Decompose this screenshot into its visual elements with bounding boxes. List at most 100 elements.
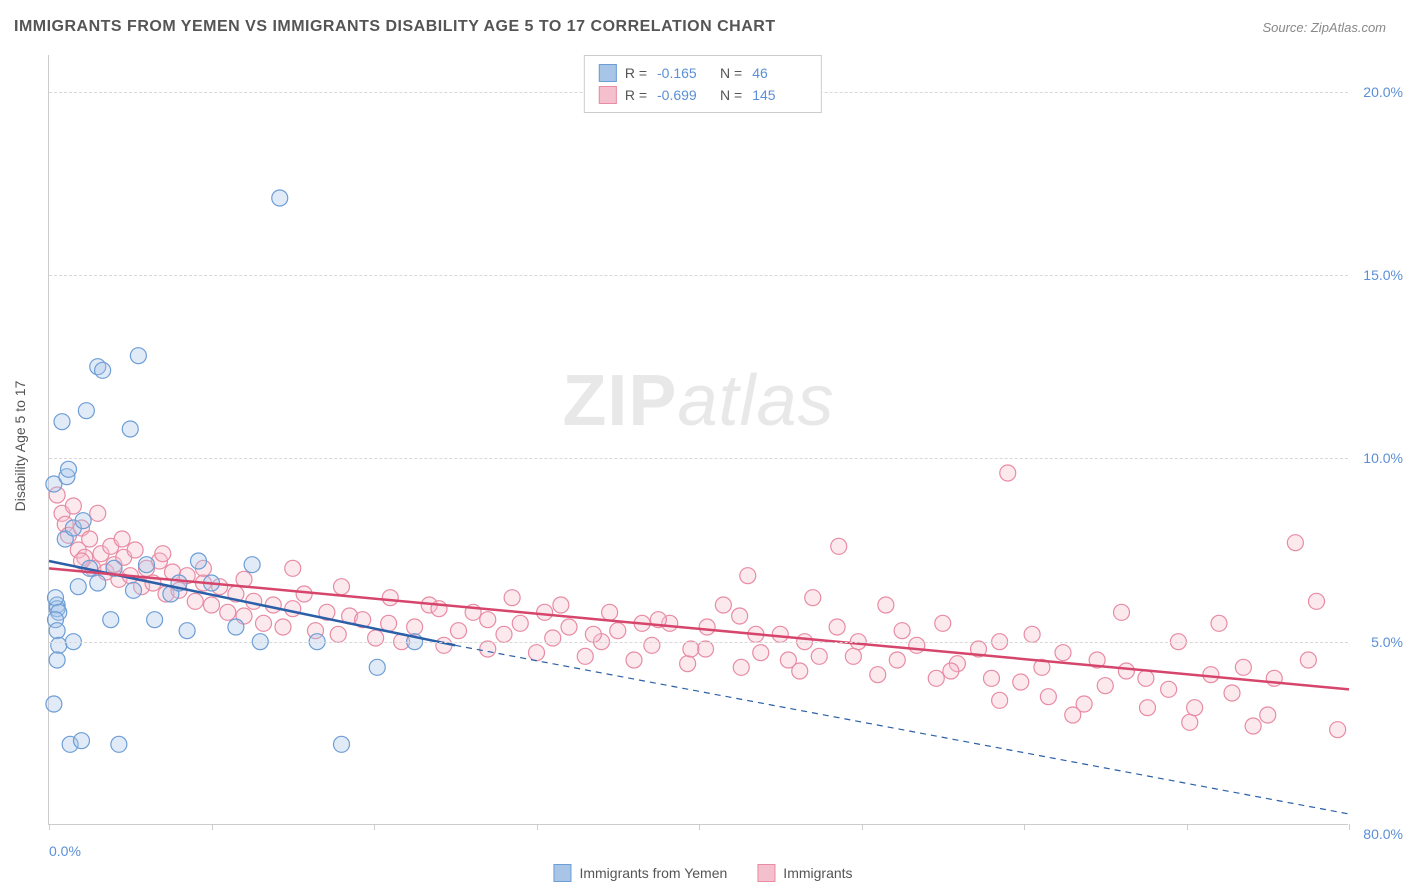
x-tick (862, 824, 863, 830)
scatter-point (610, 623, 626, 639)
scatter-point (187, 593, 203, 609)
scatter-point (179, 623, 195, 639)
scatter-point (48, 590, 64, 606)
scatter-point (275, 619, 291, 635)
scatter-point (715, 597, 731, 613)
scatter-point (480, 612, 496, 628)
scatter-point (545, 630, 561, 646)
r-label: R = (625, 65, 647, 81)
series2-swatch-icon (599, 86, 617, 104)
scatter-point (1140, 700, 1156, 716)
series1-n-value: 46 (752, 65, 807, 81)
scatter-point (943, 663, 959, 679)
scatter-point (1300, 652, 1316, 668)
scatter-point (70, 579, 86, 595)
scatter-point (147, 612, 163, 628)
legend-item-series1: Immigrants from Yemen (553, 864, 727, 882)
scatter-point (78, 403, 94, 419)
scatter-point (512, 615, 528, 631)
scatter-point (831, 538, 847, 554)
x-tick-label: 80.0% (1363, 826, 1403, 842)
scatter-point (1118, 663, 1134, 679)
scatter-point (602, 604, 618, 620)
scatter-point (1211, 615, 1227, 631)
y-axis-label: Disability Age 5 to 17 (12, 381, 28, 512)
scatter-point (585, 626, 601, 642)
scatter-point (1182, 714, 1198, 730)
scatter-point (1161, 681, 1177, 697)
n-label: N = (720, 87, 742, 103)
scatter-point (699, 619, 715, 635)
scatter-point (407, 619, 423, 635)
scatter-point (451, 623, 467, 639)
grid-line (49, 458, 1348, 459)
scatter-point (220, 604, 236, 620)
scatter-point (61, 461, 77, 477)
scatter-point (772, 626, 788, 642)
scatter-point (49, 623, 65, 639)
scatter-point (244, 557, 260, 573)
scatter-point (111, 736, 127, 752)
scatter-point (130, 348, 146, 364)
y-tick-label: 15.0% (1363, 267, 1403, 283)
scatter-point (698, 641, 714, 657)
scatter-point (845, 648, 861, 664)
x-tick (537, 824, 538, 830)
scatter-point (90, 505, 106, 521)
scatter-point (870, 667, 886, 683)
chart-title: IMMIGRANTS FROM YEMEN VS IMMIGRANTS DISA… (14, 18, 776, 36)
scatter-point (1097, 678, 1113, 694)
series2-r-value: -0.699 (657, 87, 712, 103)
scatter-plot-svg (49, 55, 1348, 824)
y-tick-label: 5.0% (1371, 634, 1403, 650)
scatter-point (1287, 535, 1303, 551)
scatter-point (1330, 722, 1346, 738)
n-label: N = (720, 65, 742, 81)
scatter-point (496, 626, 512, 642)
scatter-point (296, 586, 312, 602)
scatter-point (228, 619, 244, 635)
scatter-point (1040, 689, 1056, 705)
scatter-point (381, 615, 397, 631)
scatter-point (740, 568, 756, 584)
scatter-point (504, 590, 520, 606)
r-label: R = (625, 87, 647, 103)
scatter-point (330, 626, 346, 642)
scatter-point (51, 637, 67, 653)
scatter-point (1055, 645, 1071, 661)
scatter-point (1203, 667, 1219, 683)
scatter-point (334, 579, 350, 595)
scatter-point (984, 670, 1000, 686)
x-tick (699, 824, 700, 830)
scatter-point (75, 513, 91, 529)
x-tick (1349, 824, 1350, 830)
scatter-point (114, 531, 130, 547)
scatter-point (894, 623, 910, 639)
grid-line (49, 275, 1348, 276)
scatter-point (577, 648, 593, 664)
x-tick (374, 824, 375, 830)
scatter-point (829, 619, 845, 635)
scatter-point (680, 656, 696, 672)
scatter-point (368, 630, 384, 646)
grid-line (49, 642, 1348, 643)
scatter-point (753, 645, 769, 661)
scatter-point (909, 637, 925, 653)
scatter-point (285, 601, 301, 617)
scatter-point (1114, 604, 1130, 620)
plot-area: ZIPatlas 5.0%10.0%15.0%20.0%0.0%80.0% (48, 55, 1348, 825)
scatter-point (1065, 707, 1081, 723)
scatter-point (285, 560, 301, 576)
scatter-point (103, 612, 119, 628)
scatter-point (1309, 593, 1325, 609)
scatter-point (683, 641, 699, 657)
legend-item-series2: Immigrants (757, 864, 852, 882)
scatter-point (1260, 707, 1276, 723)
scatter-point (191, 553, 207, 569)
scatter-point (155, 546, 171, 562)
series2-legend-label: Immigrants (783, 865, 852, 881)
series1-legend-swatch-icon (553, 864, 571, 882)
scatter-point (382, 590, 398, 606)
scatter-point (805, 590, 821, 606)
x-tick (49, 824, 50, 830)
